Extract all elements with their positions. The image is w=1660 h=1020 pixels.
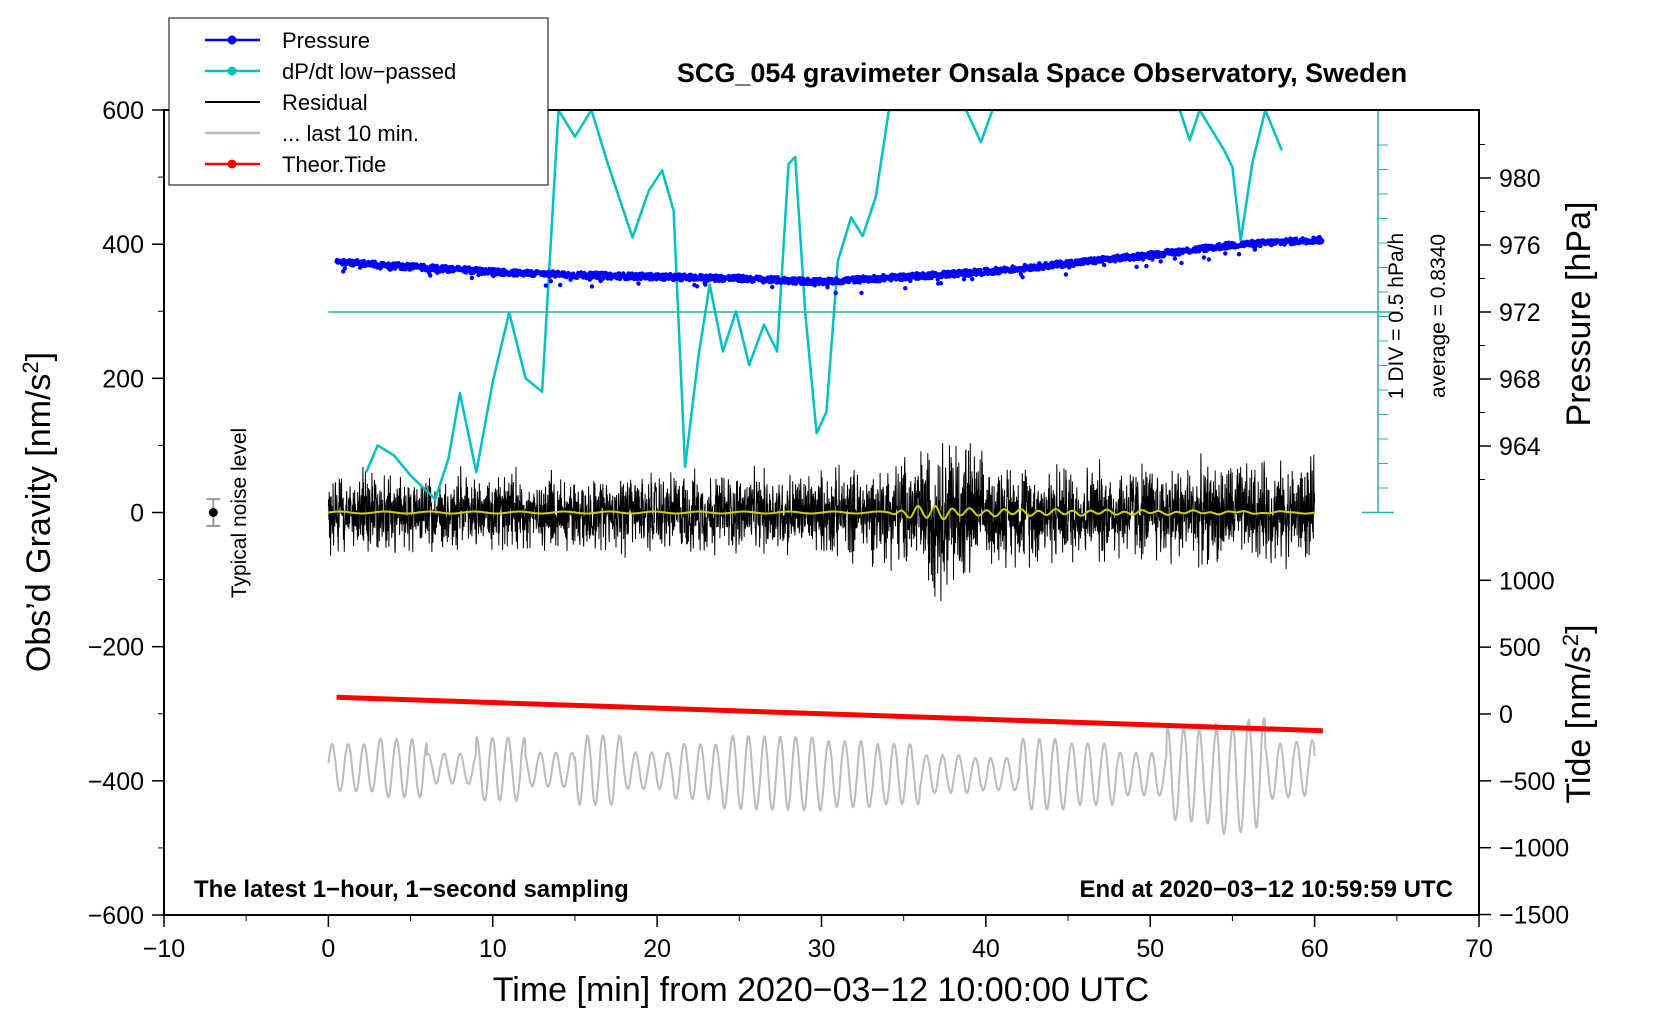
pressure-point [1320, 238, 1325, 244]
tide-tick-label: 0 [1499, 701, 1513, 729]
x-tick-label: 40 [972, 935, 1000, 963]
theoretical-tide-line [336, 694, 1323, 734]
legend-label: Residual [282, 90, 368, 115]
pressure-point [1236, 252, 1242, 257]
pressure-point [548, 279, 553, 284]
x-tick-label: 20 [643, 935, 671, 963]
pressure-point [961, 277, 967, 282]
pressure-axis-label: Pressure [hPa] [1560, 202, 1598, 427]
pressure-point [469, 275, 475, 281]
pressure-point [770, 284, 775, 290]
pressure-point [588, 270, 593, 275]
pressure-reference-layer [328, 110, 1400, 514]
y-tick-label: −200 [88, 634, 144, 662]
legend-label: ... last 10 min. [282, 121, 419, 146]
legend: Pressure dP/dt low−passed Residual ... last… [168, 17, 549, 186]
legend-label: Theor.Tide [282, 152, 386, 177]
pressure-point [428, 273, 433, 278]
annotation-left: The latest 1−hour, 1−second sampling [194, 876, 629, 903]
pressure-points [334, 234, 1325, 296]
pressure-point [938, 281, 944, 286]
pressure-point [833, 290, 838, 296]
pressure-point [636, 281, 641, 286]
axes-layer: −10 0 10 20 30 40 50 60 70 600 400 200 0 −200 −400 −600… [88, 97, 1570, 963]
pressure-tick-label: 968 [1499, 366, 1541, 394]
residual-smoothed-line [328, 504, 1315, 521]
y-tick-label: 200 [102, 365, 144, 393]
pressure-point [694, 284, 700, 289]
last-10-min-line [327, 716, 1316, 836]
pressure-point [662, 277, 667, 282]
residual-line [327, 443, 1316, 602]
pressure-point [1252, 247, 1258, 252]
pressure-point [557, 282, 563, 288]
chart-title: SCG_054 gravimeter Onsala Space Observat… [677, 58, 1407, 88]
pressure-point [1258, 243, 1263, 249]
pressure-point [1293, 236, 1299, 241]
x-tick-label: 30 [808, 935, 836, 963]
y-tick-label: 0 [130, 500, 144, 528]
x-axis-label: Time [min] from 2020−03−12 10:00:00 UTC [493, 971, 1149, 1009]
x-tick-label: 0 [321, 935, 335, 963]
noise-level-point [208, 508, 218, 517]
dpdt-line [365, 110, 1283, 501]
legend-marker [227, 159, 237, 169]
pressure-tick-label: 976 [1499, 232, 1541, 260]
x-tick-label: 70 [1465, 935, 1493, 963]
pressure-point [970, 276, 975, 282]
noise-level-label: Typical noise level [228, 428, 251, 598]
pressure-point [543, 283, 549, 288]
y-tick-label: 600 [102, 97, 144, 125]
pressure-point [1179, 260, 1184, 266]
pressure-point [608, 276, 614, 281]
tide-tick-label: −1000 [1499, 835, 1569, 863]
x-tick-label: 50 [1136, 935, 1164, 963]
series-layer [327, 110, 1325, 836]
y-axis-label-left: Obs’d Gravity [nm/s2] [18, 352, 58, 672]
pressure-point [972, 267, 977, 272]
y-tick-label: −400 [88, 768, 144, 796]
pressure-point [1201, 255, 1207, 260]
pressure-point [342, 266, 347, 271]
pressure-point [1223, 251, 1228, 256]
legend-label: dP/dt low−passed [282, 59, 456, 84]
pressure-point [1069, 258, 1074, 263]
tide-tick-label: −1500 [1499, 902, 1569, 930]
pressure-point [1172, 256, 1178, 261]
annotation-right: End at 2020−03−12 10:59:59 UTC [1079, 876, 1453, 903]
pressure-point [825, 285, 830, 290]
tide-axis-label: Tide [nm/s2] [1558, 624, 1598, 803]
x-tick-label: 60 [1301, 935, 1329, 963]
legend-marker [227, 35, 237, 45]
y-tick-label: 400 [102, 231, 144, 259]
pressure-point [1063, 272, 1069, 277]
pressure-point [1158, 259, 1163, 264]
dpdt-div-label: 1 DIV = 0.5 hPa/h [1385, 233, 1408, 399]
pressure-point [859, 290, 864, 296]
pressure-point [1206, 257, 1212, 262]
tide-tick-label: 500 [1499, 634, 1541, 662]
legend-marker [227, 66, 237, 76]
pressure-tick-label: 972 [1499, 299, 1541, 327]
pressure-point [964, 268, 969, 273]
pressure-point [1102, 262, 1107, 268]
pressure-point [1020, 275, 1025, 280]
tide-tick-label: −500 [1499, 768, 1555, 796]
pressure-tick-label: 964 [1499, 433, 1541, 461]
x-tick-label: −10 [143, 935, 185, 963]
pressure-point [1134, 264, 1139, 269]
pressure-point [978, 267, 983, 273]
dpdt-average-label: average = 0.8340 [1427, 234, 1450, 398]
x-tick-label: 10 [479, 935, 507, 963]
pressure-point [1144, 263, 1149, 269]
legend-label: Pressure [282, 28, 370, 53]
pressure-point [903, 286, 908, 291]
pressure-tick-label: 980 [1499, 165, 1541, 193]
y-tick-label: −600 [88, 902, 144, 930]
tide-tick-label: 1000 [1499, 567, 1555, 595]
pressure-point [589, 284, 595, 289]
pressure-point [703, 282, 708, 287]
